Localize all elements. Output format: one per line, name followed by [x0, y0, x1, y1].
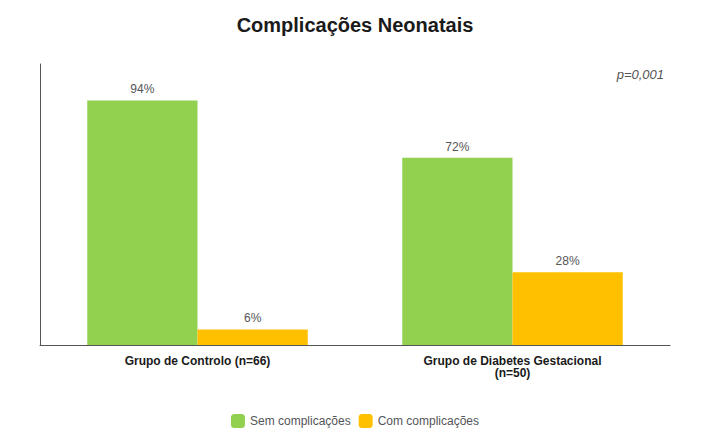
svg-text:72%: 72% — [445, 140, 469, 154]
svg-text:Grupo de Diabetes Gestacional: Grupo de Diabetes Gestacional — [423, 354, 602, 368]
svg-text:(n=50): (n=50) — [495, 366, 531, 380]
svg-text:Com complicações: Com complicações — [378, 414, 479, 428]
svg-text:28%: 28% — [556, 254, 580, 268]
svg-text:Sem complicações: Sem complicações — [250, 414, 351, 428]
svg-text:6%: 6% — [244, 311, 262, 325]
svg-text:Complicações Neonatais: Complicações Neonatais — [237, 14, 474, 36]
svg-text:94%: 94% — [130, 82, 154, 96]
svg-text:p=0,001: p=0,001 — [616, 67, 664, 82]
svg-text:Grupo de Controlo (n=66): Grupo de Controlo (n=66) — [125, 354, 271, 368]
